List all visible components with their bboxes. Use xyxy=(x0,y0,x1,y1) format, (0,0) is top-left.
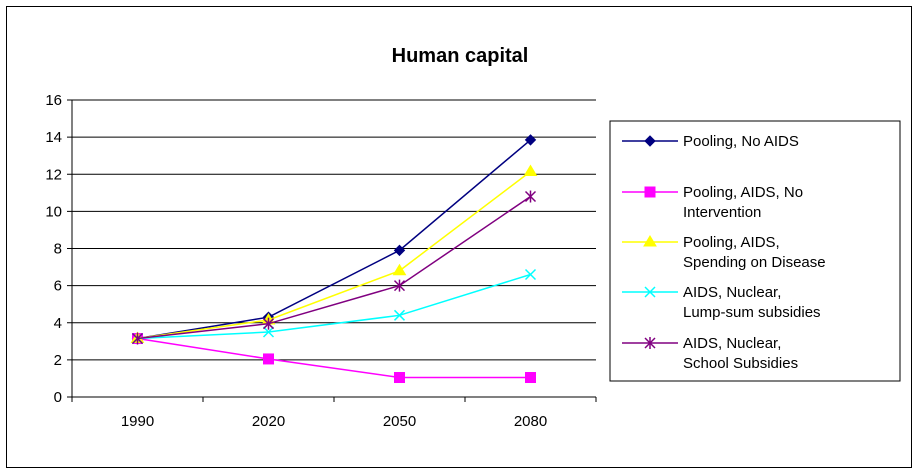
data-point xyxy=(644,186,656,198)
y-tick-label: 8 xyxy=(54,241,62,258)
legend-label: AIDS, Nuclear, xyxy=(683,284,781,301)
data-point xyxy=(131,332,144,345)
data-point xyxy=(392,263,407,276)
legend-item: AIDS, Nuclear, Lump-sum subsidies xyxy=(622,284,821,321)
data-point xyxy=(393,309,406,321)
x-tick-labels: 1990 2020 2050 2080 xyxy=(121,413,547,430)
legend: Pooling, No AIDS Pooling, AIDS, No Interve… xyxy=(609,120,901,382)
data-point xyxy=(643,235,657,247)
data-point xyxy=(644,286,656,298)
data-point xyxy=(644,337,656,349)
series-line xyxy=(137,273,531,340)
x-tick-label: 2080 xyxy=(514,413,547,430)
plot-area xyxy=(130,134,538,384)
data-point xyxy=(524,134,537,146)
data-point xyxy=(524,190,537,203)
legend-item: Pooling, AIDS, No Intervention xyxy=(622,184,803,221)
data-point xyxy=(523,164,538,176)
legend-label: AIDS, Nuclear, xyxy=(683,335,781,352)
legend-item: AIDS, Nuclear, School Subsidies xyxy=(622,335,798,372)
grid-lines xyxy=(72,99,596,361)
series-line xyxy=(137,195,531,340)
x-tick-label: 1990 xyxy=(121,413,154,430)
legend-item: Pooling, No AIDS xyxy=(622,133,799,150)
legend-label: Intervention xyxy=(683,204,761,221)
data-point xyxy=(644,135,656,147)
legend-label: Pooling, AIDS, xyxy=(683,234,780,251)
data-point xyxy=(393,244,406,257)
series-1 xyxy=(131,134,537,345)
legend-label: Spending on Disease xyxy=(683,254,826,271)
x-tick-label: 2050 xyxy=(383,413,416,430)
chart-title: Human capital xyxy=(391,45,529,67)
series-line xyxy=(137,139,531,340)
data-point xyxy=(393,279,406,292)
axes xyxy=(67,99,597,402)
legend-item: Pooling, AIDS, Spending on Disease xyxy=(622,234,826,271)
y-tick-label: 6 xyxy=(54,278,62,295)
series-2 xyxy=(132,333,536,384)
y-tick-label: 14 xyxy=(45,129,62,146)
y-tick-labels: 0 2 4 6 8 10 12 14 16 xyxy=(45,92,62,406)
y-tick-label: 10 xyxy=(45,203,62,220)
legend-label: School Subsidies xyxy=(683,355,798,372)
data-point xyxy=(525,372,536,384)
data-point xyxy=(394,372,405,384)
series-line xyxy=(137,337,531,379)
y-tick-label: 2 xyxy=(54,352,62,369)
series-line xyxy=(137,170,531,340)
legend-box xyxy=(609,120,901,382)
legend-label: Pooling, No AIDS xyxy=(683,133,799,150)
y-tick-label: 12 xyxy=(45,166,62,183)
data-point xyxy=(263,353,274,365)
data-point xyxy=(262,326,275,338)
data-point xyxy=(262,317,275,330)
x-tick-label: 2020 xyxy=(252,413,285,430)
y-tick-label: 0 xyxy=(54,389,62,406)
y-tick-label: 4 xyxy=(54,315,62,332)
legend-label: Pooling, AIDS, No xyxy=(683,184,803,201)
series-5 xyxy=(131,190,537,345)
series-3 xyxy=(130,164,538,344)
y-tick-label: 16 xyxy=(45,92,62,109)
data-point xyxy=(524,268,537,281)
legend-label: Lump-sum subsidies xyxy=(683,304,821,321)
